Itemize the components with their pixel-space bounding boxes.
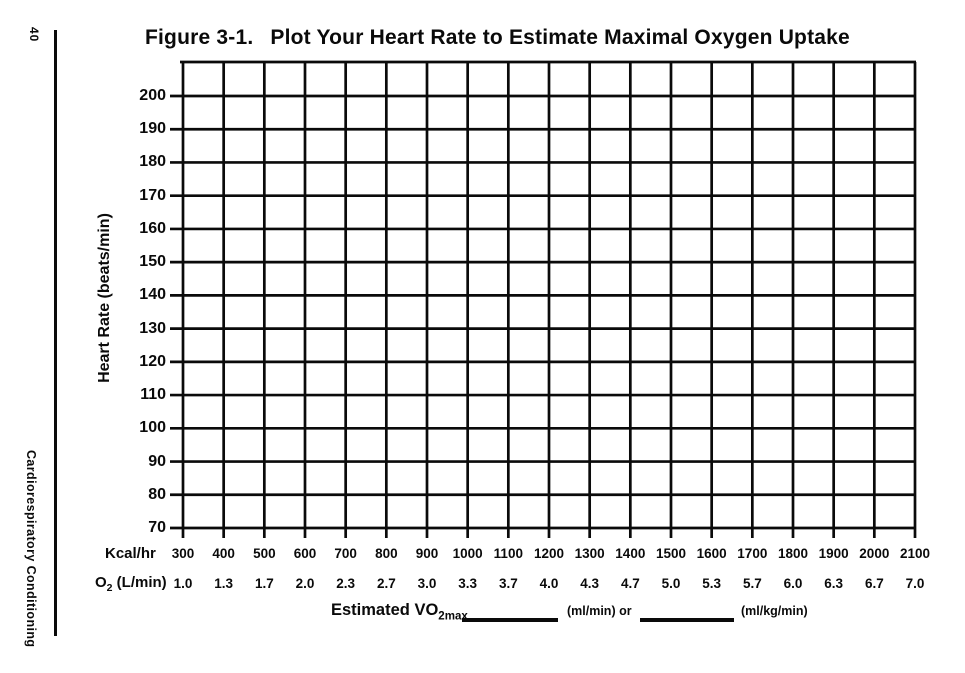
o2-tick-label: 5.7 [742,576,762,591]
y-tick-label: 150 [139,253,166,271]
kcal-tick-label: 300 [171,546,195,561]
kcal-tick-label: 1100 [493,546,523,561]
o2-tick-label: 1.7 [254,576,274,591]
chapter-running-head: Cardiorespiratory Conditioning [24,450,38,648]
page-number: 40 [27,27,41,43]
o2-tick-label: 2.7 [376,576,396,591]
footer-unit-ml-min: (ml/min) or [567,604,632,618]
kcal-tick-label: 1600 [696,546,727,561]
kcal-tick-label: 900 [415,546,439,561]
kcal-tick-label: 1500 [655,546,687,561]
kcal-tick-label: 1000 [452,546,483,561]
kcal-tick-label: 500 [253,546,276,561]
o2-tick-label: 5.0 [661,576,681,591]
y-tick-label: 90 [148,452,166,470]
y-tick-label: 70 [148,519,166,536]
kcal-tick-label: 1900 [818,546,849,561]
fill-in-blank-ml-min [462,618,558,622]
kcal-tick-label: 1200 [533,546,565,561]
o2-tick-label: 2.3 [336,576,356,591]
o2-tick-label: 5.3 [702,576,722,591]
o2-tick-label: 3.7 [498,576,518,591]
o2-tick-label: 4.7 [620,576,640,591]
o2-tick-label: 7.0 [905,576,925,591]
y-tick-label: 160 [139,219,166,237]
y-tick-label: 120 [139,352,166,370]
y-tick-label: 130 [139,319,166,337]
fill-in-blank-ml-kg-min [640,618,734,622]
footer-unit-ml-kg-min: (ml/kg/min) [741,604,808,618]
kcal-tick-label: 700 [334,546,357,561]
kcal-tick-label: 1700 [737,546,768,561]
o2-tick-label: 6.7 [864,576,884,591]
o2-tick-label: 4.0 [539,576,559,591]
footer-estimated-vo2max-label: Estimated VO2max [331,601,468,623]
y-tick-label: 200 [139,87,166,104]
margin-divider-rule [54,30,57,636]
o2-tick-label: 4.3 [580,576,600,591]
y-tick-label: 80 [148,485,166,503]
kcal-tick-label: 1800 [777,546,809,561]
y-tick-label: 110 [140,386,166,404]
o2-tick-label: 3.3 [458,576,478,591]
figure-title-number: Figure 3-1. [145,26,254,49]
o2-tick-label: 1.0 [173,576,193,591]
kcal-tick-label: 2000 [859,546,890,561]
x-axis-row-header-o2: O2 (L/min) [95,574,167,594]
o2-subscript: 2 [106,582,113,594]
o2-tick-label: 6.3 [824,576,844,591]
y-tick-label: 140 [139,286,166,304]
kcal-tick-label: 1400 [615,546,646,561]
y-tick-label: 100 [139,419,166,437]
vo2max-subscript: 2max [438,610,468,623]
figure-title-text: Plot Your Heart Rate to Estimate Maximal… [270,26,850,49]
kcal-tick-label: 2100 [899,546,931,561]
kcal-tick-label: 600 [293,546,317,561]
kcal-tick-label: 400 [212,546,235,561]
y-tick-label: 180 [139,153,166,171]
o2-tick-label: 1.3 [214,576,234,591]
o2-tick-label: 6.0 [783,576,803,591]
o2-tick-label: 3.0 [417,576,437,591]
figure-title: Figure 3-1. Plot Your Heart Rate to Esti… [145,26,850,50]
kcal-tick-label: 1300 [574,546,605,561]
y-tick-label: 190 [139,120,166,138]
o2-tick-label: 2.0 [295,576,315,591]
x-axis-row-header-kcal: Kcal/hr [105,545,156,562]
kcal-tick-label: 800 [375,546,398,561]
y-tick-label: 170 [139,186,166,204]
